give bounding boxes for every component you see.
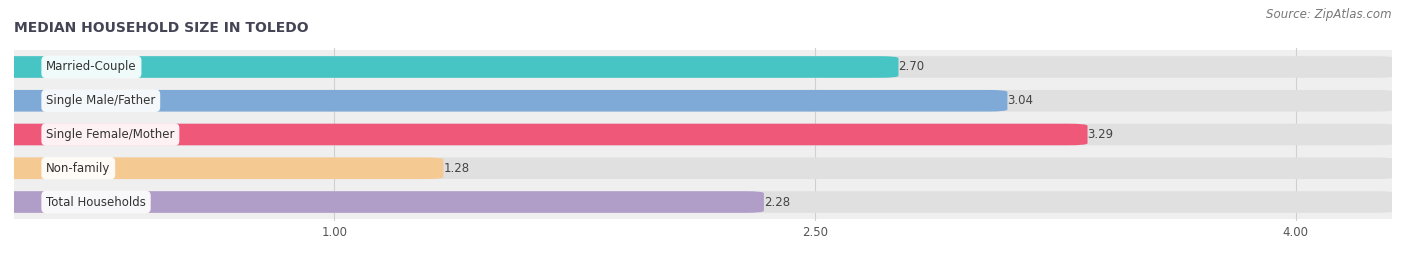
Text: 3.04: 3.04 xyxy=(1008,94,1033,107)
Text: Married-Couple: Married-Couple xyxy=(46,61,136,73)
FancyBboxPatch shape xyxy=(0,56,1395,78)
Bar xyxy=(14,151,1392,185)
Text: Source: ZipAtlas.com: Source: ZipAtlas.com xyxy=(1267,8,1392,21)
Text: Single Male/Father: Single Male/Father xyxy=(46,94,156,107)
FancyBboxPatch shape xyxy=(0,157,1395,179)
Text: 2.70: 2.70 xyxy=(898,61,925,73)
Text: Single Female/Mother: Single Female/Mother xyxy=(46,128,174,141)
Text: MEDIAN HOUSEHOLD SIZE IN TOLEDO: MEDIAN HOUSEHOLD SIZE IN TOLEDO xyxy=(14,21,309,35)
Bar xyxy=(14,185,1392,219)
Text: Total Households: Total Households xyxy=(46,196,146,208)
FancyBboxPatch shape xyxy=(0,157,443,179)
FancyBboxPatch shape xyxy=(0,90,1008,112)
Text: 3.29: 3.29 xyxy=(1087,128,1114,141)
FancyBboxPatch shape xyxy=(0,124,1087,145)
FancyBboxPatch shape xyxy=(0,90,1395,112)
FancyBboxPatch shape xyxy=(0,56,898,78)
Text: 2.28: 2.28 xyxy=(763,196,790,208)
Bar xyxy=(14,50,1392,84)
FancyBboxPatch shape xyxy=(0,191,763,213)
Text: Non-family: Non-family xyxy=(46,162,111,175)
FancyBboxPatch shape xyxy=(0,124,1395,145)
Bar xyxy=(14,84,1392,118)
Bar xyxy=(14,118,1392,151)
Text: 1.28: 1.28 xyxy=(443,162,470,175)
FancyBboxPatch shape xyxy=(0,191,1395,213)
